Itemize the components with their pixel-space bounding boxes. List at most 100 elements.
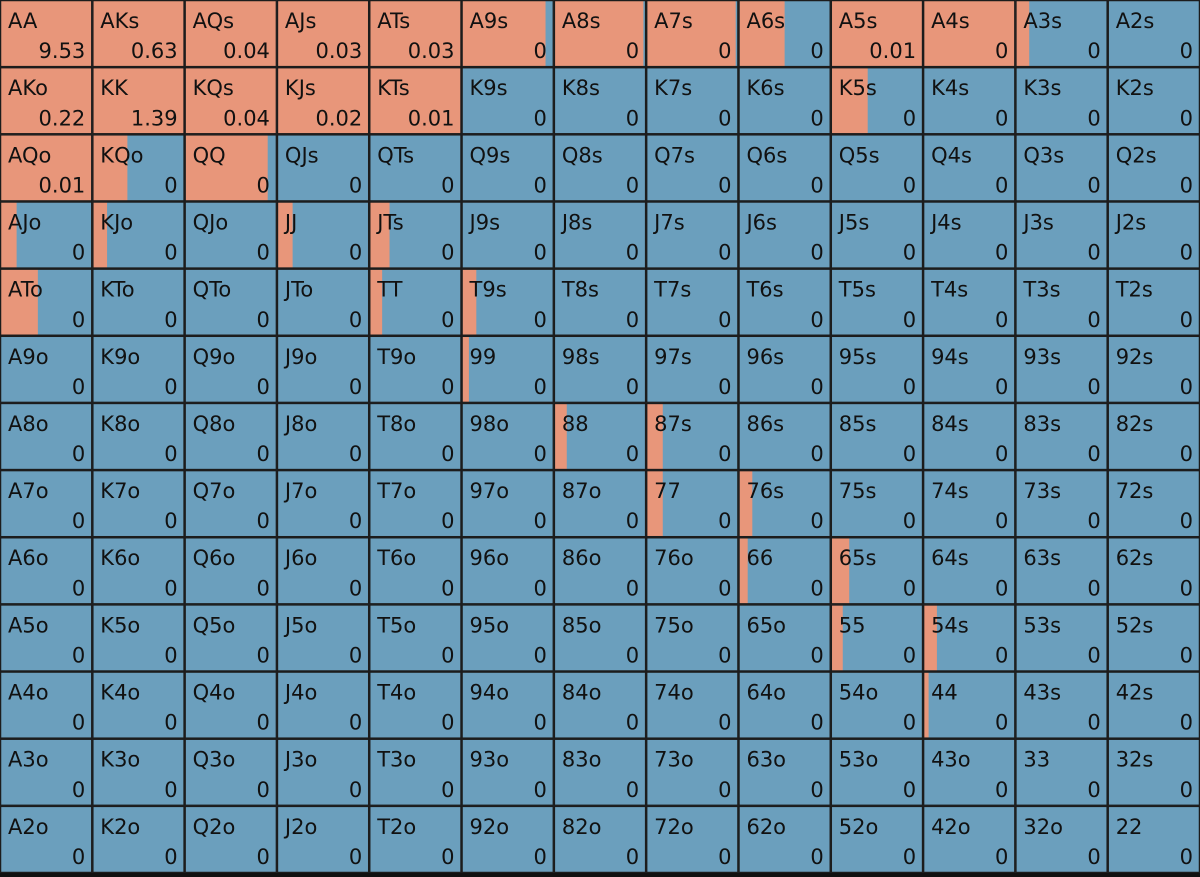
raise-bar <box>276 0 370 68</box>
hand-label: 82s <box>1116 412 1154 436</box>
hand-value: 0 <box>257 308 270 332</box>
hand-value: 0 <box>1180 711 1193 735</box>
hand-label: KQs <box>193 76 234 100</box>
cell-border <box>92 268 185 337</box>
hand-label: 92o <box>470 815 510 839</box>
hand-value: 0 <box>1087 39 1100 63</box>
hand-value: 0 <box>533 241 546 265</box>
cell-border <box>0 738 93 807</box>
hand-label: 43s <box>1023 681 1061 705</box>
cell-border <box>738 738 832 807</box>
hand-value: 0 <box>164 644 177 668</box>
cell-border <box>922 134 1016 202</box>
cell-border <box>830 671 924 739</box>
hand-label: A8o <box>8 412 49 436</box>
cell-background <box>738 201 831 269</box>
cell-background <box>830 470 924 538</box>
hand-label: Q6o <box>193 546 236 570</box>
hand-label: T7s <box>653 278 691 302</box>
hand-label: Q8s <box>562 143 603 167</box>
hand-value: 0.01 <box>408 106 455 130</box>
hand-label: Q8o <box>193 412 236 436</box>
cell-background <box>1107 671 1200 739</box>
hand-label: J4o <box>283 681 317 705</box>
hand-value: 0 <box>995 173 1008 197</box>
hand-value: 0 <box>164 711 177 735</box>
raise-bar <box>184 67 277 135</box>
cell-background <box>184 470 277 538</box>
hand-value: 0.63 <box>131 39 178 63</box>
cell-background <box>830 805 924 873</box>
cell-border <box>368 402 462 471</box>
cell-background <box>1015 738 1108 806</box>
hand-value: 0 <box>810 509 823 533</box>
hand-label: K4o <box>100 681 140 705</box>
hand-value: 0 <box>810 375 823 399</box>
hand-value: 0 <box>995 845 1008 869</box>
hand-value: 0 <box>72 509 85 533</box>
cell-background <box>0 604 93 672</box>
hand-value: 0 <box>1087 576 1100 600</box>
hand-value: 0 <box>810 442 823 466</box>
hand-value: 0 <box>718 173 731 197</box>
cell-background <box>553 604 647 672</box>
cell-background <box>738 805 831 873</box>
hand-label: K5s <box>839 76 877 100</box>
cell-background <box>184 738 277 806</box>
hand-label: J5o <box>283 613 317 637</box>
cell-border <box>645 0 739 68</box>
hand-value: 0 <box>1087 644 1100 668</box>
hand-value: 0 <box>995 308 1008 332</box>
cell-background <box>553 134 647 202</box>
cell-background <box>830 335 924 403</box>
hand-value: 0 <box>349 308 362 332</box>
hand-value: 0 <box>164 375 177 399</box>
cell-border <box>276 201 370 269</box>
hand-label: 86o <box>562 546 602 570</box>
cell-border <box>645 604 739 672</box>
cell-border <box>830 738 924 807</box>
hand-value: 0 <box>718 845 731 869</box>
hand-value: 0 <box>903 173 916 197</box>
hand-label: 53o <box>839 748 879 772</box>
cell-background <box>369 134 462 202</box>
cell-border <box>276 335 370 404</box>
cell-background <box>1015 335 1108 403</box>
cell-background <box>646 67 739 135</box>
cell-border <box>830 134 924 202</box>
cell-background <box>830 134 924 202</box>
cell-border <box>738 335 832 404</box>
hand-value: 0 <box>533 442 546 466</box>
hand-label: A7s <box>654 9 693 33</box>
hand-value: 0 <box>718 778 731 802</box>
hand-label: 33 <box>1023 748 1050 772</box>
cell-border <box>738 536 832 605</box>
hand-label: QQ <box>193 143 226 167</box>
cell-border <box>922 604 1016 672</box>
hand-label: 96o <box>470 546 510 570</box>
hand-label: 98s <box>562 345 600 369</box>
hand-value: 0 <box>995 39 1008 63</box>
hand-value: 0 <box>441 442 454 466</box>
raise-bar <box>646 470 663 538</box>
cell-border <box>184 201 278 269</box>
cell-border <box>922 335 1016 404</box>
cell-border <box>461 66 555 135</box>
cell-border <box>184 738 278 807</box>
hand-label: A2s <box>1116 9 1155 33</box>
raise-bar <box>830 0 924 68</box>
cell-border <box>461 738 555 807</box>
hand-value: 0 <box>349 576 362 600</box>
cell-background <box>184 268 277 336</box>
hand-value: 0 <box>810 173 823 197</box>
hand-value: 0.03 <box>315 39 362 63</box>
hand-label: Q3s <box>1023 143 1064 167</box>
hand-label: 98o <box>470 412 510 436</box>
hand-label: KTo <box>100 278 134 302</box>
hand-value: 0 <box>164 509 177 533</box>
cell-background <box>923 402 1016 471</box>
cell-border <box>276 0 370 68</box>
cell-border <box>461 0 555 68</box>
raise-bar <box>184 134 268 202</box>
cell-border <box>922 671 1016 739</box>
